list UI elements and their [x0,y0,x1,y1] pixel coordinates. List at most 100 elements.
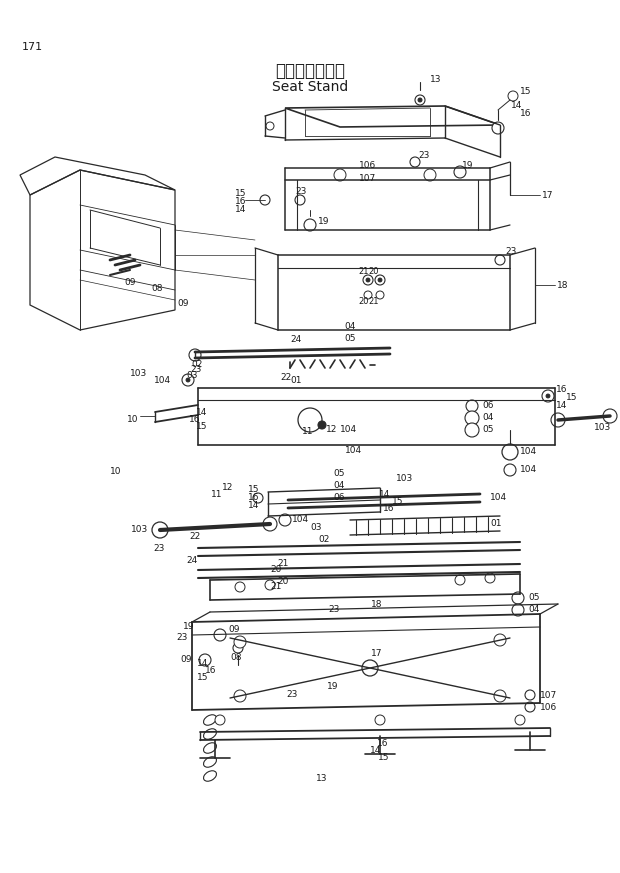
Circle shape [375,275,385,285]
Text: 20: 20 [368,267,378,277]
Circle shape [214,629,226,641]
Text: 08: 08 [151,284,163,292]
Circle shape [494,634,506,646]
Text: 104: 104 [154,376,171,385]
Circle shape [362,660,378,676]
Circle shape [495,255,505,265]
Text: 11: 11 [302,428,314,436]
Text: 23: 23 [177,633,188,642]
Text: 103: 103 [396,474,413,483]
Text: 04: 04 [528,606,539,615]
Text: 08: 08 [230,654,242,663]
Circle shape [263,517,277,531]
Circle shape [546,394,550,398]
Text: 15: 15 [520,87,531,97]
Text: 09: 09 [180,656,192,664]
Text: 16: 16 [383,504,395,512]
Circle shape [265,580,275,590]
Text: 13: 13 [430,75,441,85]
Circle shape [504,464,516,476]
Text: 104: 104 [340,425,357,434]
Text: 09: 09 [177,299,189,308]
Text: 01: 01 [490,519,502,528]
Text: 22: 22 [189,532,200,540]
Text: 21: 21 [358,267,368,277]
Circle shape [485,573,495,583]
Text: 24: 24 [290,335,301,345]
Text: 02: 02 [191,361,202,369]
Text: 05: 05 [345,334,356,343]
Circle shape [492,122,504,134]
Text: 16: 16 [188,415,200,423]
Text: 104: 104 [345,446,362,455]
Text: 103: 103 [594,423,611,432]
Text: 14: 14 [196,408,207,416]
Ellipse shape [203,757,216,767]
Text: 20: 20 [358,298,368,306]
Text: 16: 16 [520,109,531,119]
Text: 18: 18 [557,280,569,290]
Text: 23: 23 [505,248,516,257]
Text: 06: 06 [482,402,494,410]
Circle shape [455,575,465,585]
Text: 20: 20 [278,577,289,586]
Text: 01: 01 [290,376,302,385]
Text: 15: 15 [392,497,404,505]
Text: 06: 06 [334,493,345,502]
Circle shape [298,408,322,432]
Circle shape [525,690,535,700]
Circle shape [415,95,425,105]
Circle shape [466,400,478,412]
Text: 104: 104 [520,465,537,475]
Circle shape [375,715,385,725]
Text: 21: 21 [270,582,281,591]
Text: 23: 23 [329,605,340,614]
Text: 17: 17 [371,649,383,657]
Circle shape [318,421,326,429]
Text: 14: 14 [556,402,567,410]
Text: 23: 23 [418,150,430,160]
Text: 03: 03 [186,371,198,380]
Circle shape [364,291,372,299]
Text: 14: 14 [235,205,246,215]
Text: 04: 04 [334,481,345,490]
Text: シートスタンド: シートスタンド [275,62,345,80]
Circle shape [233,643,243,653]
Text: 14: 14 [370,746,381,755]
Text: 11: 11 [211,490,223,498]
Text: 12: 12 [222,483,233,491]
Circle shape [279,514,291,526]
Text: 15: 15 [196,422,208,430]
Circle shape [525,702,535,712]
Circle shape [152,522,168,538]
Circle shape [542,390,554,402]
Text: 107: 107 [540,691,557,699]
Circle shape [260,195,270,205]
Circle shape [235,582,245,592]
Text: 14: 14 [248,501,259,511]
Text: 104: 104 [520,448,537,457]
Ellipse shape [203,743,216,753]
Text: 21: 21 [278,560,289,568]
Ellipse shape [203,715,216,725]
Text: 04: 04 [345,322,356,331]
Circle shape [182,374,194,386]
Circle shape [502,444,518,460]
Circle shape [551,413,565,427]
Circle shape [266,122,274,130]
Circle shape [304,219,316,231]
Text: 16: 16 [377,739,389,748]
Circle shape [199,654,211,666]
Circle shape [512,592,524,604]
Text: 15: 15 [235,189,247,198]
Circle shape [424,169,436,181]
Text: 16: 16 [556,386,567,395]
Text: 22: 22 [280,374,291,382]
Circle shape [376,291,384,299]
Circle shape [603,409,617,423]
Circle shape [465,423,479,437]
Circle shape [515,715,525,725]
Text: 15: 15 [248,485,260,494]
Text: 10: 10 [126,416,138,424]
Circle shape [189,349,201,361]
